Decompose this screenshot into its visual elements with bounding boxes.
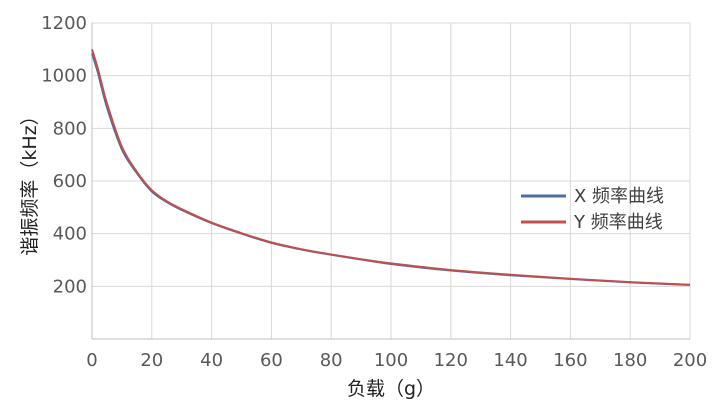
x-tick-label: 120: [434, 350, 468, 371]
x-tick-label: 200: [673, 350, 707, 371]
x-tick-label: 60: [260, 350, 283, 371]
series-layer: [91, 49, 691, 287]
axis-layer: 0 20 40 60 80 100 120 140 160 180 200 200 400 600 800 1…: [41, 13, 707, 371]
x-tick-label: 140: [493, 350, 527, 371]
x-axis-label: 负载（g）: [347, 378, 435, 400]
y-axis-label: 谐振频率（kHz）: [19, 106, 41, 255]
grid-layer: [92, 22, 691, 339]
series-line-2: [91, 49, 691, 286]
y-tick-label: 1000: [41, 66, 87, 87]
y-tick-label: 400: [53, 224, 87, 245]
x-tick-label: 0: [86, 350, 97, 371]
y-tick-label: 600: [53, 171, 87, 192]
x-tick-label: 20: [140, 350, 163, 371]
x-tick-label: 100: [374, 350, 408, 371]
y-tick-label: 1200: [41, 13, 87, 34]
y-tick-label: 800: [53, 118, 87, 139]
x-tick-label: 180: [613, 350, 647, 371]
y-tick-label: 200: [53, 276, 87, 297]
x-tick-label: 80: [320, 350, 343, 371]
legend-label: Y 频率曲线: [573, 212, 663, 233]
legend-label: X 频率曲线: [574, 186, 664, 207]
legend: X 频率曲线 Y 频率曲线: [521, 186, 664, 233]
x-tick-label: 40: [200, 350, 223, 371]
x-tick-label: 160: [553, 350, 587, 371]
